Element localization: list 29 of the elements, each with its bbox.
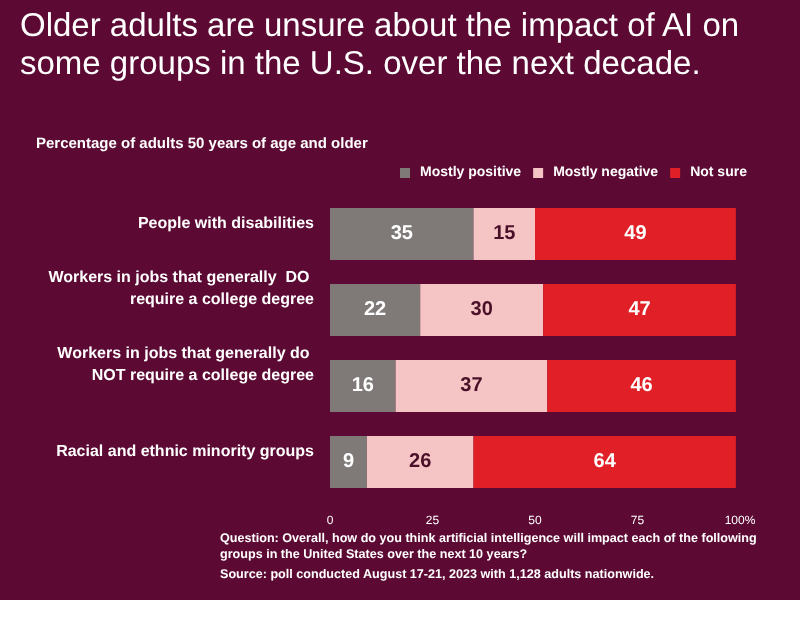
data-label: 49 <box>624 223 648 245</box>
bar <box>543 284 736 336</box>
y-tick-label: Racial and ethnic minority groups <box>56 442 316 460</box>
bar <box>330 360 396 412</box>
data-label: 37 <box>460 375 484 397</box>
y-tick-label: People with disabilities <box>137 214 316 232</box>
data-label: 35 <box>390 223 414 245</box>
bar <box>330 436 367 488</box>
data-label: 16 <box>351 375 375 397</box>
bar <box>535 208 736 260</box>
bar <box>473 208 535 260</box>
data-label: 15 <box>493 223 517 245</box>
chart-title: Older adults are unsure about the impact of AI on some groups in the U.S. over the next decade. <box>20 8 742 84</box>
bar <box>366 436 474 488</box>
bar <box>547 360 736 412</box>
bar <box>420 284 544 336</box>
data-label: 46 <box>630 375 654 397</box>
data-label: 9 <box>342 451 355 473</box>
data-label: 47 <box>628 299 652 321</box>
data-label: 64 <box>593 451 617 473</box>
bar <box>395 360 548 412</box>
data-label: 22 <box>363 299 388 321</box>
data-label: 30 <box>470 299 494 321</box>
data-label: 26 <box>409 451 433 473</box>
bar <box>330 208 474 260</box>
bar <box>330 284 421 336</box>
bar <box>473 436 736 488</box>
y-tick-label: Workers in jobs that generally DO require a college degree <box>48 268 316 308</box>
y-tick-label: Workers in jobs that generally do NOT require a college degree <box>57 344 316 384</box>
